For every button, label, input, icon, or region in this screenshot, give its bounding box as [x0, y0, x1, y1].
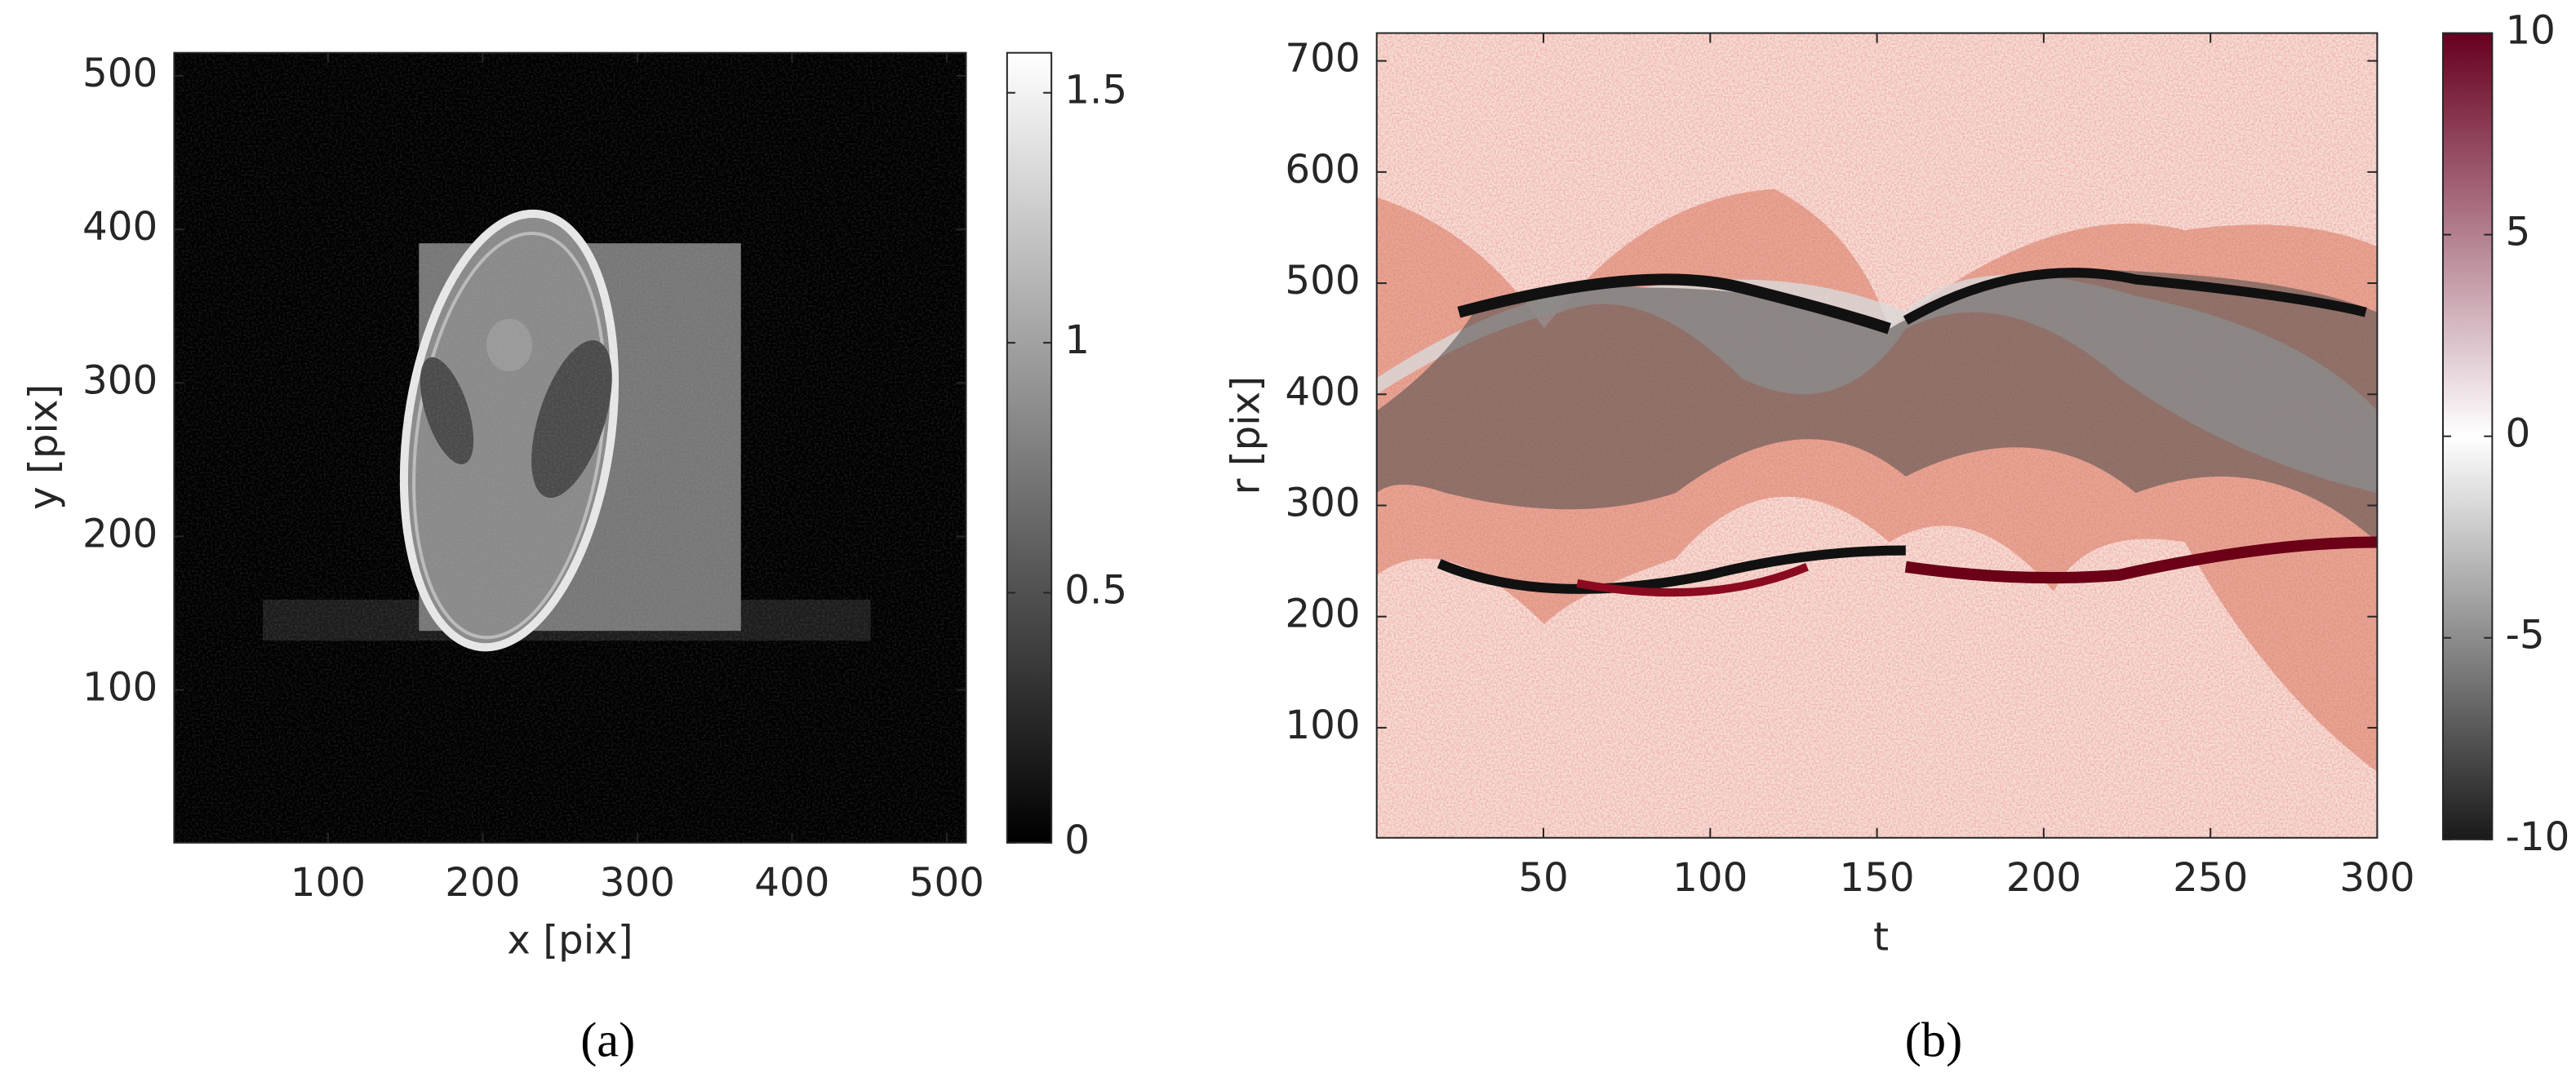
x-tick-label: 50: [1518, 855, 1568, 901]
x-tick-label: 150: [1839, 855, 1914, 901]
colorbar-tick-label: 0: [1064, 818, 1090, 863]
x-axis-label: t: [1873, 915, 1889, 960]
x-tick-label: 300: [600, 860, 675, 906]
y-tick-label: 600: [1285, 147, 1360, 193]
y-tick-label: 300: [82, 357, 158, 403]
caption: (a): [580, 1013, 635, 1067]
y-tick-label: 400: [82, 204, 158, 250]
y-tick-label: 200: [82, 511, 158, 556]
colorbar-tick-label: 0: [2505, 411, 2530, 457]
y-tick-label: 100: [82, 665, 158, 711]
y-tick-label: 500: [1285, 258, 1360, 304]
colorbar-tick-label: 1: [1064, 317, 1090, 363]
x-tick-label: 200: [445, 860, 520, 906]
colorbar-tick-label: -5: [2505, 613, 2544, 658]
image-a: [174, 52, 966, 843]
x-tick-label: 100: [1672, 855, 1748, 901]
y-tick-label: 700: [1285, 36, 1360, 82]
colorbar-tick-label: 5: [2505, 210, 2530, 255]
y-tick-label: 500: [82, 51, 158, 96]
y-tick-label: 100: [1285, 703, 1360, 748]
colorbar-tick-label: -10: [2505, 814, 2569, 860]
y-axis-label: r [pix]: [1224, 376, 1269, 495]
colorbar-tick-label: 1.5: [1064, 68, 1127, 113]
x-tick-label: 250: [2173, 855, 2248, 901]
colorbar-tick-label: 10: [2505, 8, 2555, 54]
y-tick-label: 400: [1285, 369, 1360, 414]
x-tick-label: 300: [2339, 855, 2414, 901]
x-tick-label: 400: [754, 860, 829, 906]
x-tick-label: 200: [2006, 855, 2081, 901]
y-axis-label: y [pix]: [20, 384, 66, 510]
x-tick-label: 500: [909, 860, 984, 906]
y-tick-label: 200: [1285, 592, 1360, 637]
colorbar: [1006, 51, 1053, 844]
x-axis-label: x [pix]: [507, 918, 633, 964]
x-tick-label: 100: [291, 860, 366, 906]
axes-box: [173, 51, 967, 844]
caption: (b): [1905, 1013, 1962, 1067]
colorbar-tick-label: 0.5: [1064, 567, 1127, 613]
image-b: [1376, 33, 2378, 838]
y-tick-label: 300: [1285, 480, 1360, 525]
